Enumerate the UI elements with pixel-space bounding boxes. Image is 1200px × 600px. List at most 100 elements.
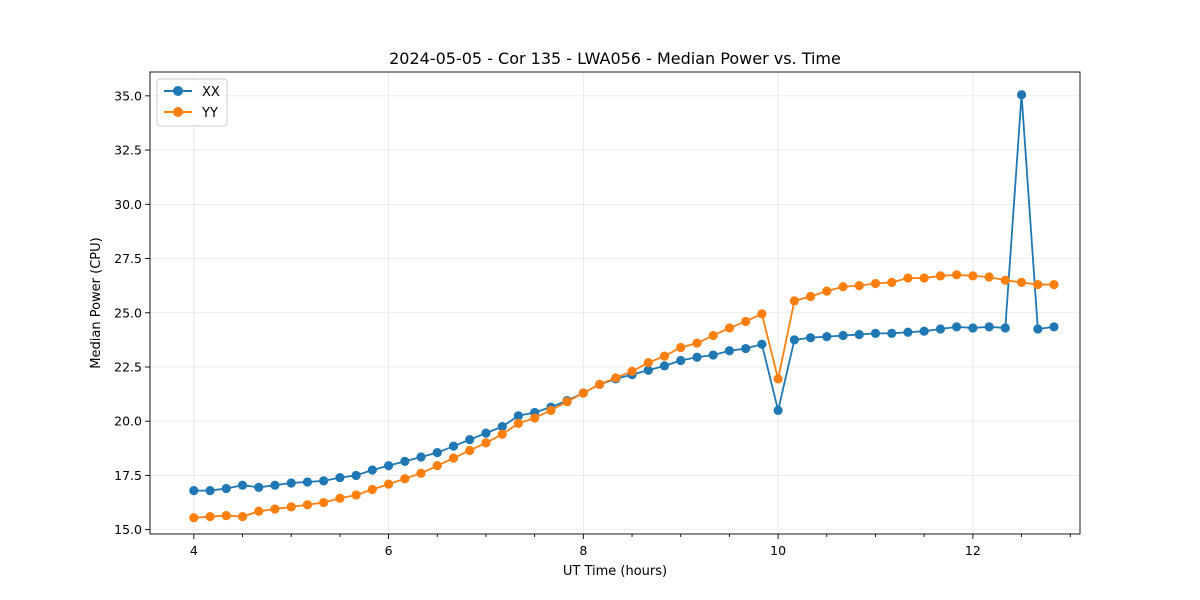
data-point-xx bbox=[773, 405, 783, 415]
y-tick-label: 30.0 bbox=[114, 197, 142, 212]
data-point-yy bbox=[838, 282, 848, 292]
data-point-yy bbox=[627, 366, 637, 376]
data-point-yy bbox=[773, 374, 783, 384]
data-point-yy bbox=[578, 388, 588, 398]
data-point-xx bbox=[513, 411, 523, 421]
legend-marker-yy bbox=[173, 107, 183, 117]
data-point-xx bbox=[984, 322, 994, 332]
data-point-yy bbox=[708, 330, 718, 341]
data-point-yy bbox=[854, 281, 864, 291]
data-point-yy bbox=[302, 500, 313, 510]
data-point-yy bbox=[659, 351, 670, 361]
data-point-yy bbox=[497, 429, 507, 439]
data-point-xx bbox=[383, 461, 394, 471]
data-point-xx bbox=[676, 355, 686, 366]
data-point-yy bbox=[611, 373, 621, 383]
data-point-xx bbox=[286, 478, 296, 488]
data-point-xx bbox=[903, 327, 913, 337]
legend: XX YY bbox=[156, 78, 228, 127]
data-point-yy bbox=[968, 271, 978, 281]
data-point-yy bbox=[952, 270, 962, 280]
data-point-xx bbox=[741, 343, 751, 354]
data-point-xx bbox=[497, 422, 507, 432]
data-point-xx bbox=[205, 486, 215, 496]
data-point-yy bbox=[919, 273, 929, 283]
data-point-xx bbox=[919, 326, 929, 336]
data-point-xx bbox=[254, 482, 264, 492]
data-point-xx bbox=[838, 330, 848, 341]
data-point-yy bbox=[367, 484, 377, 495]
data-point-yy bbox=[984, 272, 994, 282]
data-point-xx bbox=[189, 486, 199, 496]
grid bbox=[150, 72, 1080, 534]
data-point-yy bbox=[562, 397, 572, 407]
data-point-xx bbox=[854, 329, 864, 340]
data-point-yy bbox=[805, 291, 816, 302]
data-point-yy bbox=[400, 474, 410, 484]
data-point-xx bbox=[935, 324, 946, 334]
data-point-xx bbox=[805, 333, 816, 343]
x-tick-label: 10 bbox=[770, 543, 786, 558]
data-point-yy bbox=[351, 490, 361, 500]
x-tick-label: 4 bbox=[190, 543, 198, 558]
data-point-xx bbox=[448, 441, 459, 451]
data-point-yy bbox=[221, 510, 231, 521]
data-point-yy bbox=[530, 413, 540, 423]
data-point-yy bbox=[513, 418, 523, 428]
y-tick-label: 22.5 bbox=[114, 359, 142, 374]
data-point-xx bbox=[270, 480, 280, 490]
data-point-yy bbox=[254, 506, 264, 516]
y-tick-label: 27.5 bbox=[114, 251, 142, 266]
y-tick-label: 35.0 bbox=[114, 88, 142, 103]
data-point-yy bbox=[432, 461, 442, 471]
data-point-xx bbox=[221, 483, 231, 494]
y-tick-label: 25.0 bbox=[114, 305, 142, 320]
data-point-yy bbox=[205, 512, 215, 522]
x-tick-label: 8 bbox=[579, 543, 587, 558]
data-point-xx bbox=[335, 473, 345, 483]
data-point-yy bbox=[237, 512, 248, 522]
data-point-yy bbox=[595, 379, 605, 389]
data-point-yy bbox=[887, 277, 897, 287]
data-point-xx bbox=[302, 477, 313, 487]
data-point-yy bbox=[789, 296, 799, 306]
data-point-yy bbox=[319, 497, 329, 508]
data-point-xx bbox=[1000, 323, 1010, 333]
data-point-xx bbox=[400, 456, 410, 466]
data-point-xx bbox=[757, 339, 767, 349]
y-tick-label: 15.0 bbox=[114, 522, 142, 537]
data-point-xx bbox=[659, 361, 670, 371]
data-point-yy bbox=[1049, 279, 1059, 290]
series-layer bbox=[189, 90, 1059, 523]
data-point-yy bbox=[465, 445, 475, 456]
data-point-yy bbox=[870, 278, 881, 289]
data-point-xx bbox=[724, 346, 735, 356]
data-point-xx bbox=[432, 448, 442, 458]
data-point-yy bbox=[270, 504, 280, 514]
data-point-yy bbox=[448, 453, 459, 463]
y-tick-label: 20.0 bbox=[114, 414, 142, 429]
y-axis-label: Median Power (CPU) bbox=[89, 237, 104, 368]
data-point-yy bbox=[481, 438, 491, 448]
data-point-xx bbox=[968, 323, 978, 333]
data-point-yy bbox=[335, 493, 345, 503]
data-point-yy bbox=[741, 316, 751, 327]
data-point-xx bbox=[870, 328, 881, 338]
data-point-yy bbox=[676, 342, 686, 353]
data-point-xx bbox=[789, 335, 799, 345]
data-point-yy bbox=[286, 502, 296, 512]
data-point-xx bbox=[643, 365, 653, 375]
data-point-xx bbox=[319, 476, 329, 486]
data-point-yy bbox=[903, 273, 913, 283]
y-tick-label: 17.5 bbox=[114, 468, 142, 483]
data-point-xx bbox=[367, 465, 377, 475]
data-point-xx bbox=[822, 332, 832, 342]
legend-label-yy: YY bbox=[201, 106, 218, 121]
axis-ticks: 4 6 8 10 12 15.0 17.5 20.0 22.5 25.0 27.5 30.0 32.5 3… bbox=[114, 88, 1071, 558]
plot-frame bbox=[149, 71, 1081, 535]
data-point-xx bbox=[481, 428, 491, 438]
chart-title: 2024-05-05 - Cor 135 - LWA056 - Median P… bbox=[389, 49, 841, 68]
data-point-yy bbox=[935, 271, 946, 281]
data-point-yy bbox=[724, 323, 735, 333]
data-point-xx bbox=[237, 480, 248, 490]
